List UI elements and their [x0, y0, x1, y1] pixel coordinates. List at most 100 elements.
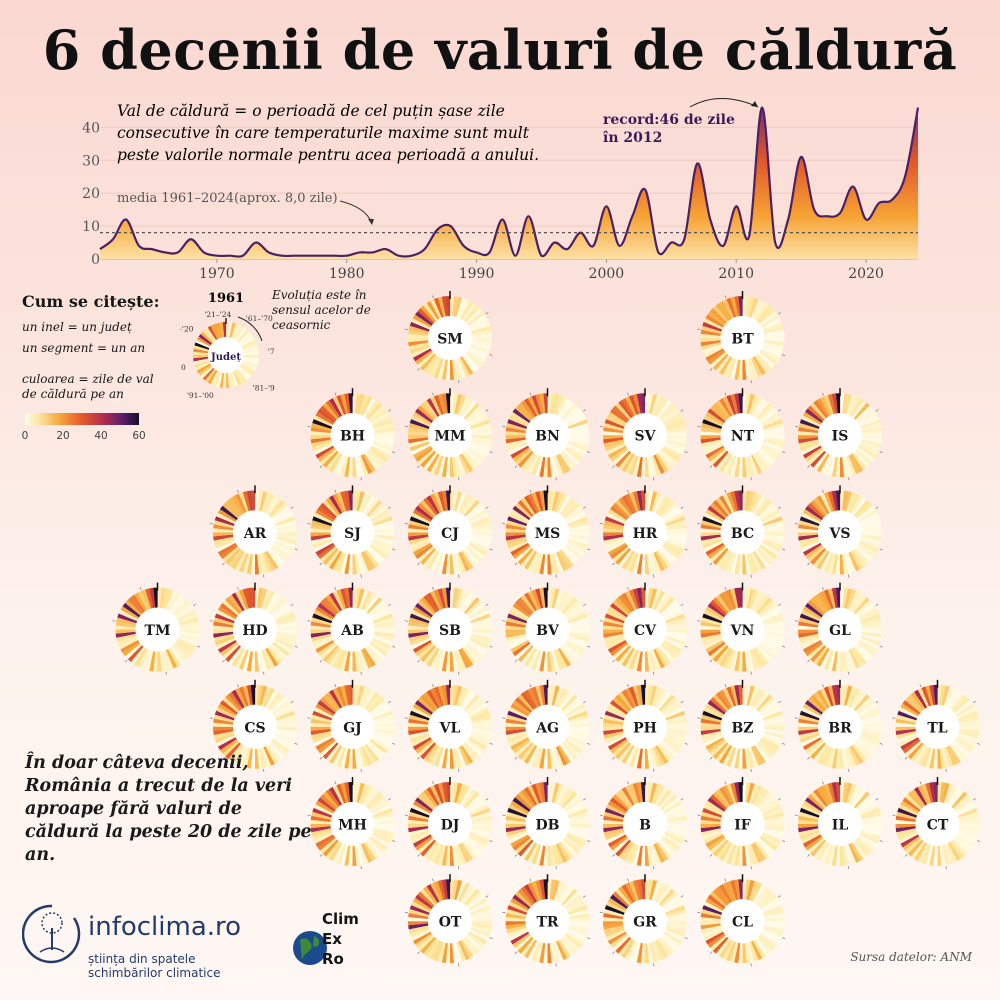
year-segment — [512, 602, 531, 618]
year-segment — [855, 599, 873, 616]
year-segment — [726, 297, 737, 318]
year-segment — [555, 940, 568, 961]
year-segment — [813, 549, 828, 568]
year-segment — [340, 782, 349, 803]
year-segment — [408, 337, 429, 343]
year-segment — [317, 797, 336, 812]
year-segment — [820, 590, 832, 611]
decade-tick — [485, 798, 489, 801]
year-segment — [507, 516, 528, 527]
year-segment — [607, 834, 627, 848]
year-segment — [517, 645, 534, 663]
year-segment — [604, 613, 625, 624]
year-segment — [358, 783, 369, 804]
year-segment — [364, 594, 380, 613]
year-segment — [896, 811, 917, 820]
year-segment — [897, 710, 918, 721]
year-segment — [625, 648, 637, 669]
year-segment — [555, 454, 568, 475]
year-segment — [310, 524, 331, 531]
year-segment — [568, 828, 589, 837]
year-segment — [569, 726, 590, 732]
year-segment — [827, 491, 836, 512]
county-code: GR — [633, 915, 657, 931]
year-segment — [719, 689, 733, 709]
year-segment — [719, 300, 733, 320]
decade-tick — [875, 603, 879, 607]
year-segment — [607, 411, 627, 425]
year-segment — [243, 355, 259, 359]
year-segment — [632, 942, 641, 963]
year-segment — [947, 689, 961, 709]
year-segment — [748, 589, 759, 610]
year-segment — [722, 454, 735, 475]
year-segment — [557, 939, 571, 959]
year-segment — [268, 597, 285, 615]
year-segment — [603, 925, 624, 934]
year-segment — [360, 396, 373, 416]
year-segment — [618, 743, 633, 762]
year-segment — [311, 714, 332, 723]
year-segment — [344, 845, 351, 866]
year-segment — [842, 685, 849, 706]
year-segment — [603, 916, 624, 922]
decade-tick — [697, 911, 701, 914]
year-segment — [748, 455, 759, 476]
year-segment — [460, 842, 474, 862]
year-segment — [329, 398, 343, 417]
year-segment — [618, 549, 633, 568]
year-segment — [356, 650, 365, 671]
year-segment — [954, 836, 973, 851]
year-segment — [547, 879, 552, 900]
year-segment — [426, 689, 440, 709]
year-segment — [568, 731, 589, 740]
year-segment — [370, 509, 390, 523]
year-segment — [562, 740, 580, 757]
year-segment — [411, 706, 431, 719]
year-segment — [259, 588, 268, 609]
year-segment — [322, 450, 339, 468]
year-segment — [210, 370, 220, 386]
year-segment — [750, 493, 763, 514]
year-segment — [360, 590, 373, 611]
year-segment — [469, 346, 489, 358]
year-segment — [358, 686, 369, 707]
year-segment — [452, 879, 459, 900]
year-segment — [423, 788, 438, 807]
year-segment — [703, 735, 724, 747]
year-segment — [850, 550, 864, 570]
year-segment — [757, 643, 775, 660]
year-segment — [319, 837, 337, 854]
year-segment — [468, 411, 488, 425]
year-segment — [450, 296, 455, 317]
year-segment — [603, 625, 624, 630]
year-segment — [618, 886, 633, 905]
year-segment — [804, 447, 823, 462]
year-segment — [276, 528, 297, 533]
year-segment — [372, 538, 393, 549]
decade-tick — [489, 645, 493, 648]
year-segment — [471, 325, 492, 334]
year-segment — [701, 811, 722, 820]
year-segment — [430, 454, 442, 475]
year-segment — [352, 748, 357, 769]
year-segment — [369, 447, 388, 462]
year-segment — [417, 891, 435, 908]
year-segment — [840, 587, 845, 608]
year-segment — [257, 587, 264, 609]
year-segment — [134, 647, 148, 667]
year-segment — [607, 445, 627, 459]
year-segment — [564, 797, 583, 812]
year-segment — [320, 696, 338, 713]
year-segment — [512, 738, 531, 754]
year-segment — [276, 728, 297, 736]
year-segment — [458, 396, 470, 416]
year-segment — [557, 495, 571, 515]
year-segment — [722, 396, 735, 416]
year-segment — [649, 747, 658, 769]
year-segment — [760, 314, 780, 328]
year-segment — [527, 493, 540, 513]
year-segment — [276, 536, 297, 545]
year-segment — [220, 700, 239, 715]
year-segment — [846, 649, 857, 670]
